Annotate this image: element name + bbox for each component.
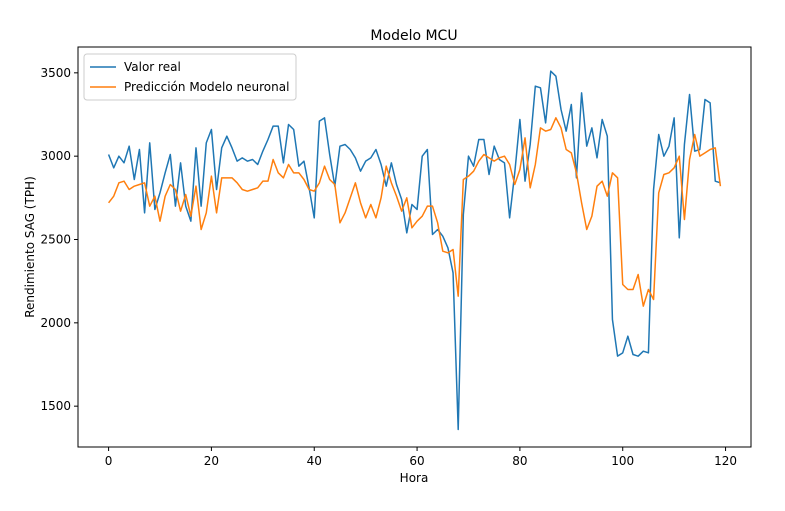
y-tick-label: 2500	[40, 233, 71, 247]
x-axis-label: Hora	[400, 471, 429, 485]
data-line	[107, 70, 721, 431]
x-tick-label: 100	[611, 454, 634, 468]
y-tick-label: 3000	[40, 149, 71, 163]
x-tick-label: 0	[105, 454, 113, 468]
x-tick-label: 80	[512, 454, 527, 468]
y-axis-label: Rendimiento SAG (TPH)	[23, 176, 37, 318]
x-tick-label: 60	[409, 454, 424, 468]
plot-frame	[77, 46, 752, 448]
legend-box	[83, 53, 297, 101]
y-tick-label: 1500	[40, 399, 71, 413]
x-tick-label: 120	[714, 454, 737, 468]
legend-label: Predicción Modelo neuronal	[124, 80, 289, 94]
chart-title: Modelo MCU	[370, 28, 457, 44]
x-tick-label: 20	[204, 454, 219, 468]
legend-label: Valor real	[124, 60, 181, 74]
x-tick-label: 40	[307, 454, 322, 468]
data-line	[107, 117, 722, 307]
y-tick-label: 2000	[40, 316, 71, 330]
y-tick-label: 3500	[40, 66, 71, 80]
